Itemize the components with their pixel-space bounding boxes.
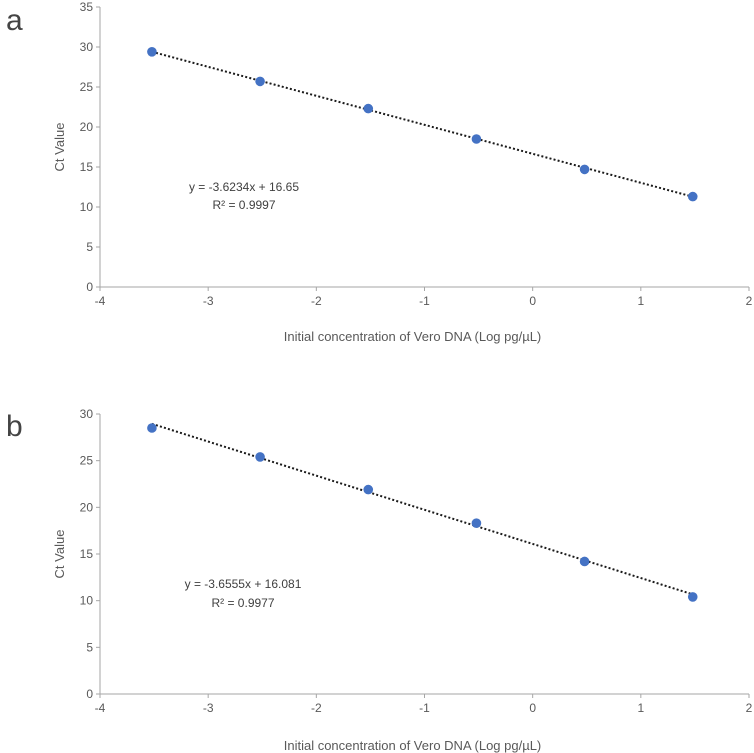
data-point xyxy=(471,518,482,528)
x-tick-label: 0 xyxy=(529,701,536,715)
x-axis-title: Initial concentration of Vero DNA (Log p… xyxy=(284,738,542,753)
y-tick-label: 30 xyxy=(80,407,94,421)
chart-panel-a: a 0 5 10 15 20 25 30 35 -4 -3 -2 -1 0 1 2 Initial concen… xyxy=(6,0,753,344)
x-tick-label: -1 xyxy=(419,701,430,715)
trendline-equation: y = -3.6234x + 16.65 xyxy=(189,180,299,194)
y-tick-label: 0 xyxy=(86,687,93,701)
y-tick-label: 15 xyxy=(80,160,94,174)
data-point xyxy=(579,556,590,567)
r-squared-label: R² = 0.9977 xyxy=(211,596,274,610)
x-tick-label: 0 xyxy=(529,294,536,308)
panel-label: b xyxy=(6,410,23,443)
x-tick-label: -2 xyxy=(311,701,322,715)
x-tick-label: -3 xyxy=(203,294,214,308)
y-tick-label: 30 xyxy=(80,40,94,54)
data-point xyxy=(363,484,374,495)
data-point xyxy=(255,76,265,87)
x-tick-label: 1 xyxy=(637,701,644,715)
trendline-equation: y = -3.6555x + 16.081 xyxy=(185,577,302,591)
x-axis-title: Initial concentration of Vero DNA (Log p… xyxy=(284,329,542,344)
r-squared-label: R² = 0.9997 xyxy=(212,198,275,212)
data-point xyxy=(687,191,698,202)
y-tick-label: 10 xyxy=(80,200,94,214)
data-point xyxy=(147,47,157,57)
y-tick-label: 5 xyxy=(86,640,93,654)
x-tick-label: -1 xyxy=(419,294,430,308)
x-tick-label: 2 xyxy=(746,701,753,715)
y-tick-label: 10 xyxy=(80,594,94,608)
data-point xyxy=(471,134,482,144)
data-point xyxy=(687,592,698,602)
y-tick-label: 15 xyxy=(80,547,94,561)
y-tick-label: 35 xyxy=(80,0,94,14)
x-tick-label: 2 xyxy=(746,294,753,308)
y-tick-label: 25 xyxy=(80,80,94,94)
x-tick-label: -2 xyxy=(311,294,322,308)
y-axis-title: Ct Value xyxy=(52,123,67,172)
trendline xyxy=(151,50,694,198)
data-point xyxy=(147,423,157,433)
y-tick-label: 25 xyxy=(80,454,94,468)
data-point xyxy=(363,103,374,114)
y-tick-label: 20 xyxy=(80,120,94,134)
x-tick-label: -3 xyxy=(203,701,214,715)
panel-label: a xyxy=(6,4,23,37)
chart-panel-b: b 0 5 10 15 20 25 30 -4 -3 -2 -1 0 1 2 Initial concentr… xyxy=(6,407,753,753)
y-tick-label: 0 xyxy=(86,280,93,294)
y-axis-title: Ct Value xyxy=(52,530,67,579)
trendline xyxy=(151,422,694,596)
x-tick-label: 1 xyxy=(637,294,644,308)
y-tick-label: 20 xyxy=(80,500,94,514)
x-tick-label: -4 xyxy=(95,294,106,308)
data-point xyxy=(255,452,265,462)
x-tick-label: -4 xyxy=(95,701,106,715)
y-tick-label: 5 xyxy=(86,240,93,254)
data-point xyxy=(579,164,590,175)
